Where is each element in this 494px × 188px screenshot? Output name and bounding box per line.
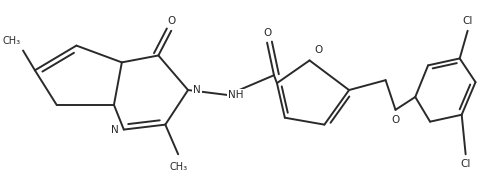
Text: O: O bbox=[167, 16, 175, 26]
Text: N: N bbox=[111, 125, 119, 135]
Text: N: N bbox=[193, 85, 201, 95]
Text: O: O bbox=[315, 45, 323, 55]
Text: O: O bbox=[263, 28, 271, 38]
Text: Cl: Cl bbox=[460, 159, 471, 169]
Text: Cl: Cl bbox=[462, 16, 473, 26]
Text: O: O bbox=[391, 115, 400, 125]
Text: CH₃: CH₃ bbox=[3, 36, 21, 46]
Text: CH₃: CH₃ bbox=[169, 162, 187, 172]
Text: NH: NH bbox=[228, 90, 243, 100]
